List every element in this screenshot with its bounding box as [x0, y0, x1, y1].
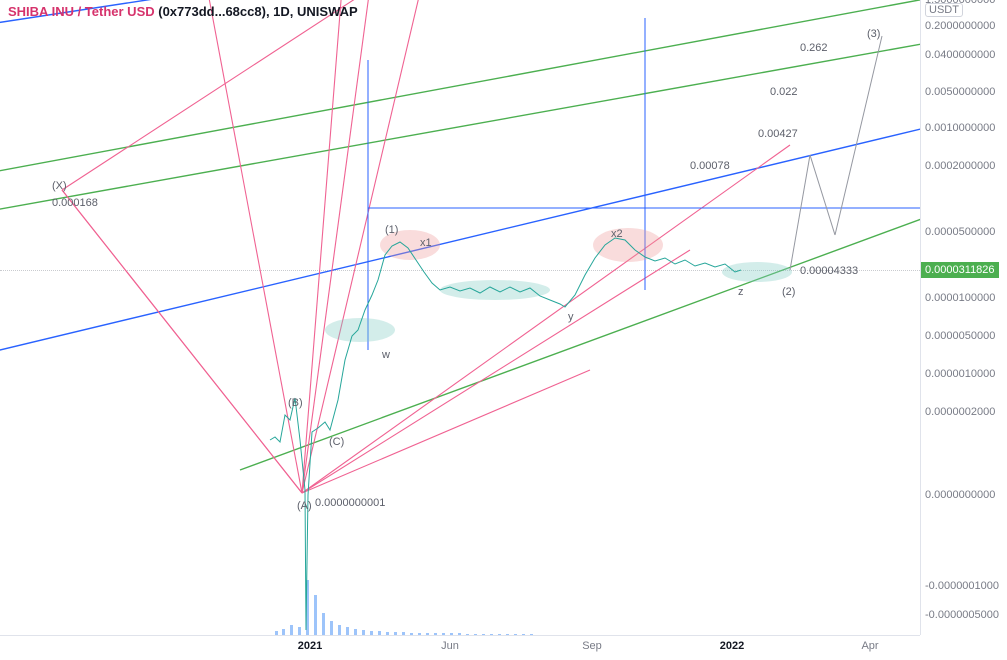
price-tick: 0.0000100000 [925, 292, 995, 304]
price-tick: 0.0000050000 [925, 330, 995, 342]
price-axis[interactable]: USDT 1.50000000000.20000000000.040000000… [920, 0, 1007, 635]
exchange: UNISWAP [297, 4, 358, 19]
price-tick: 0.0000002000 [925, 406, 995, 418]
wave-label: (B) [288, 397, 303, 409]
price-tick: -0.0000001000 [925, 580, 999, 592]
price-tick: 0.0002000000 [925, 160, 995, 172]
wave-label: (C) [329, 436, 344, 448]
wave-label: (X) [52, 180, 67, 192]
wave-label: y [568, 311, 574, 323]
wave-label: 0.0000000001 [315, 497, 385, 509]
wave-label: 0.022 [770, 86, 798, 98]
wave-label: x2 [611, 228, 623, 240]
price-tick: 0.2000000000 [925, 20, 995, 32]
contract-id: (0x773dd...68cc8) [158, 4, 266, 19]
pair-name: SHIBA INU / Tether USD [8, 4, 155, 19]
price-tick: 0.0000000000 [925, 489, 995, 501]
wave-label: z [738, 286, 744, 298]
time-tick: Apr [861, 640, 878, 652]
price-tick: 0.0000500000 [925, 226, 995, 238]
wave-label: (3) [867, 28, 880, 40]
price-tick: 0.0050000000 [925, 86, 995, 98]
wave-label: 0.262 [800, 42, 828, 54]
wave-label: (A) [297, 500, 312, 512]
wave-label: x1 [420, 237, 432, 249]
wave-label: (1) [385, 224, 398, 236]
time-tick: 2022 [720, 640, 744, 652]
price-tick: 0.0000010000 [925, 368, 995, 380]
wave-label: 0.000168 [52, 197, 98, 209]
last-price-badge: 0.0000311826 [921, 262, 999, 278]
wave-label: (2) [782, 286, 795, 298]
price-tick: -0.0000005000 [925, 609, 999, 621]
symbol-title[interactable]: SHIBA INU / Tether USD (0x773dd...68cc8)… [8, 4, 358, 19]
price-tick: 0.0400000000 [925, 49, 995, 61]
wave-label: 0.00004333 [800, 265, 858, 277]
interval: 1D [273, 4, 290, 19]
time-tick: Sep [582, 640, 602, 652]
time-axis[interactable]: 2021 Jun Sep 2022 Apr [0, 635, 920, 660]
wave-label: w [382, 349, 390, 361]
time-tick: 2021 [298, 640, 322, 652]
time-tick: Jun [441, 640, 459, 652]
wave-label: 0.00078 [690, 160, 730, 172]
price-tick: 0.0010000000 [925, 122, 995, 134]
price-tick: 1.5000000000 [925, 0, 995, 6]
wave-label: 0.00427 [758, 128, 798, 140]
chart-area[interactable]: SHIBA INU / Tether USD (0x773dd...68cc8)… [0, 0, 920, 635]
